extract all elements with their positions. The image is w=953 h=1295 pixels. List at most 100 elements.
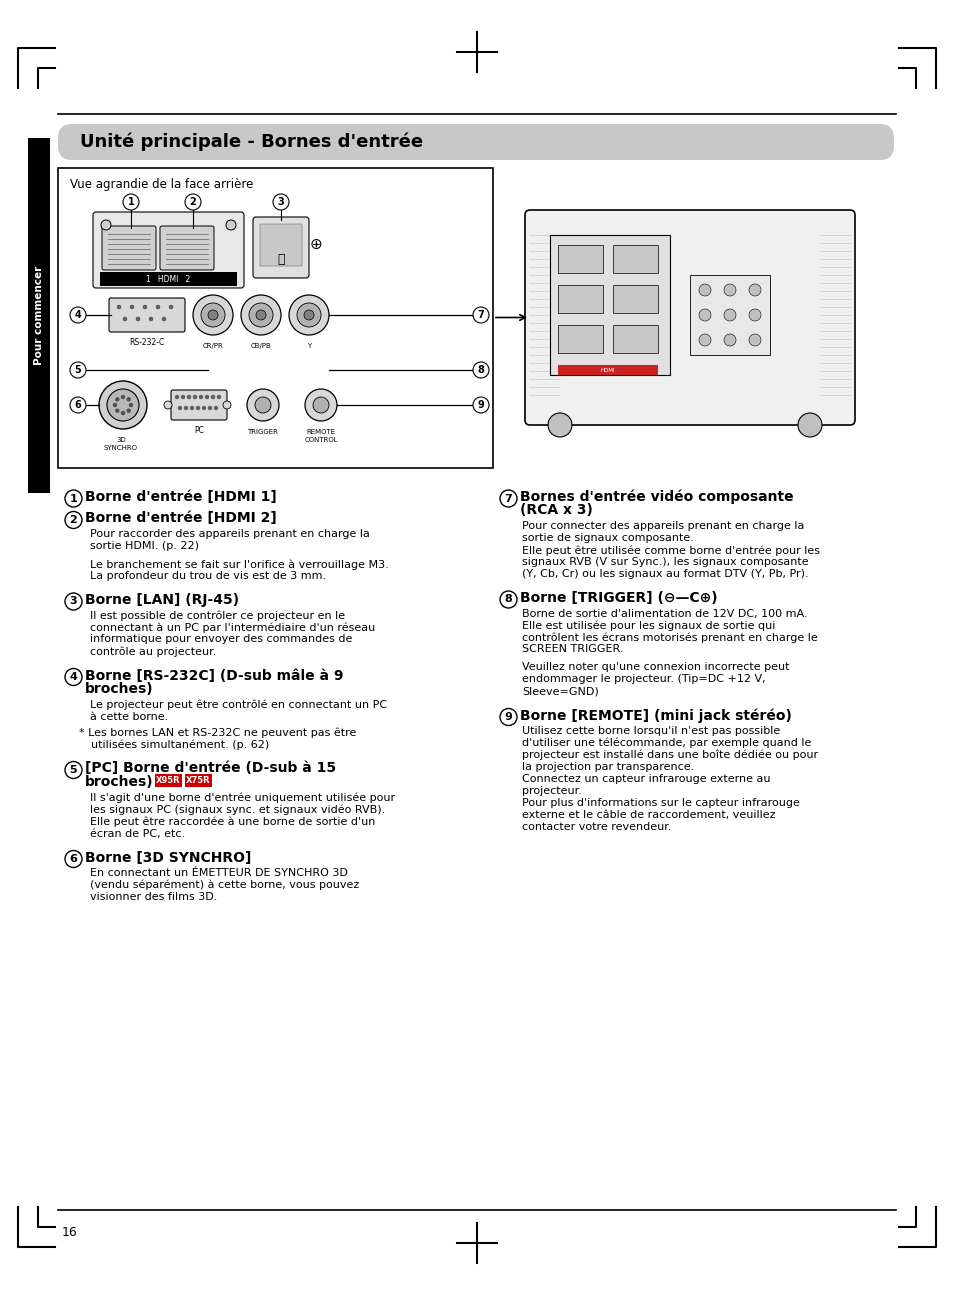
- Circle shape: [473, 363, 489, 378]
- Bar: [100, 272, 236, 286]
- Circle shape: [223, 401, 231, 409]
- Circle shape: [185, 194, 201, 210]
- Text: (Y, Cb, Cr) ou les signaux au format DTV (Y, Pb, Pr).: (Y, Cb, Cr) ou les signaux au format DTV…: [521, 569, 808, 579]
- Text: 3: 3: [277, 197, 284, 207]
- Circle shape: [70, 398, 86, 413]
- Text: 2: 2: [190, 197, 196, 207]
- Text: Unité principale - Bornes d'entrée: Unité principale - Bornes d'entrée: [80, 133, 423, 152]
- Text: CONTROL: CONTROL: [304, 436, 337, 443]
- Text: projecteur est installé dans une boîte dédiée ou pour: projecteur est installé dans une boîte d…: [521, 750, 818, 760]
- Text: projecteur.: projecteur.: [521, 786, 581, 796]
- Text: Elle peut être raccordée à une borne de sortie d'un: Elle peut être raccordée à une borne de …: [90, 817, 375, 828]
- Circle shape: [127, 398, 130, 401]
- FancyBboxPatch shape: [160, 227, 213, 269]
- Bar: [613, 245, 658, 273]
- Bar: [558, 365, 658, 376]
- Circle shape: [304, 310, 314, 320]
- FancyBboxPatch shape: [260, 224, 302, 265]
- Text: 8: 8: [504, 594, 512, 605]
- Text: visionner des films 3D.: visionner des films 3D.: [90, 892, 217, 903]
- Circle shape: [699, 334, 710, 346]
- Text: 6: 6: [70, 853, 77, 864]
- Circle shape: [797, 413, 821, 436]
- Text: 1: 1: [70, 493, 77, 504]
- Text: Borne d'entrée [HDMI 2]: Borne d'entrée [HDMI 2]: [85, 512, 276, 526]
- Bar: [558, 285, 602, 313]
- Text: Pour raccorder des appareils prenant en charge la: Pour raccorder des appareils prenant en …: [90, 528, 370, 539]
- Text: SYNCHRO: SYNCHRO: [104, 445, 138, 451]
- Text: contacter votre revendeur.: contacter votre revendeur.: [521, 822, 671, 831]
- FancyBboxPatch shape: [92, 212, 244, 287]
- Circle shape: [65, 851, 82, 868]
- Text: [PC] Borne d'entrée (D-sub à 15: [PC] Borne d'entrée (D-sub à 15: [85, 761, 335, 776]
- Circle shape: [196, 407, 199, 409]
- Circle shape: [121, 395, 125, 399]
- Text: Y: Y: [307, 343, 311, 348]
- Circle shape: [499, 708, 517, 725]
- Text: 3D: 3D: [116, 436, 126, 443]
- Circle shape: [212, 395, 214, 399]
- Circle shape: [723, 334, 735, 346]
- FancyBboxPatch shape: [154, 774, 182, 787]
- Text: ⊕: ⊕: [310, 237, 322, 253]
- Text: informatique pour envoyer des commandes de: informatique pour envoyer des commandes …: [90, 635, 352, 645]
- Circle shape: [130, 404, 132, 407]
- Text: 8: 8: [477, 365, 484, 376]
- Text: connectant à un PC par l'intermédiaire d'un réseau: connectant à un PC par l'intermédiaire d…: [90, 623, 375, 633]
- Circle shape: [296, 303, 320, 328]
- Text: 1: 1: [128, 197, 134, 207]
- Text: 2: 2: [70, 515, 77, 524]
- Circle shape: [313, 398, 329, 413]
- Circle shape: [699, 310, 710, 321]
- Circle shape: [723, 284, 735, 297]
- Text: broches): broches): [85, 774, 153, 789]
- Circle shape: [107, 388, 139, 421]
- FancyBboxPatch shape: [171, 390, 227, 420]
- Text: utilisées simultanément. (p. 62): utilisées simultanément. (p. 62): [84, 739, 269, 750]
- Text: 9: 9: [504, 712, 512, 723]
- Circle shape: [123, 194, 139, 210]
- Text: Borne [TRIGGER] (⊖—C⊕): Borne [TRIGGER] (⊖—C⊕): [519, 591, 717, 605]
- Text: 4: 4: [74, 310, 81, 320]
- Circle shape: [130, 306, 133, 310]
- FancyBboxPatch shape: [524, 210, 854, 425]
- Circle shape: [217, 395, 220, 399]
- Circle shape: [202, 407, 205, 409]
- Circle shape: [70, 307, 86, 322]
- Text: Le branchement se fait sur l'orifice à verrouillage M3.: Le branchement se fait sur l'orifice à v…: [90, 559, 388, 570]
- Circle shape: [547, 413, 572, 436]
- Text: X75R: X75R: [186, 776, 211, 785]
- Bar: [28, 139, 50, 493]
- Text: Bornes d'entrée vidéo composante: Bornes d'entrée vidéo composante: [519, 490, 793, 505]
- Circle shape: [65, 761, 82, 778]
- Text: 9: 9: [477, 400, 484, 411]
- Circle shape: [65, 593, 82, 610]
- Text: CB/PB: CB/PB: [251, 343, 271, 348]
- Text: REMOTE: REMOTE: [306, 429, 335, 435]
- Text: endommager le projecteur. (Tip=DC +12 V,: endommager le projecteur. (Tip=DC +12 V,: [521, 675, 765, 685]
- Circle shape: [143, 306, 147, 310]
- Text: HDMI: HDMI: [600, 368, 615, 373]
- Bar: [58, 168, 493, 467]
- Text: 5: 5: [74, 365, 81, 376]
- Text: Borne [3D SYNCHRO]: Borne [3D SYNCHRO]: [85, 851, 251, 865]
- Text: 4: 4: [70, 672, 77, 682]
- Text: Le projecteur peut être contrôlé en connectant un PC: Le projecteur peut être contrôlé en conn…: [90, 699, 387, 710]
- Circle shape: [127, 409, 130, 412]
- Circle shape: [241, 295, 281, 335]
- Circle shape: [191, 407, 193, 409]
- Text: La profondeur du trou de vis est de 3 mm.: La profondeur du trou de vis est de 3 mm…: [90, 571, 326, 581]
- Text: les signaux PC (signaux sync. et signaux vidéo RVB).: les signaux PC (signaux sync. et signaux…: [90, 804, 385, 815]
- Circle shape: [289, 295, 329, 335]
- Circle shape: [499, 591, 517, 607]
- Circle shape: [117, 306, 121, 310]
- Circle shape: [175, 395, 178, 399]
- Circle shape: [473, 307, 489, 322]
- Text: sortie de signaux composante.: sortie de signaux composante.: [521, 534, 693, 543]
- Circle shape: [101, 220, 111, 231]
- Circle shape: [255, 310, 266, 320]
- Text: En connectant un ÉMETTEUR DE SYNCHRO 3D: En connectant un ÉMETTEUR DE SYNCHRO 3D: [90, 868, 348, 878]
- Text: 品: 品: [277, 253, 284, 265]
- Circle shape: [123, 317, 127, 321]
- Bar: [550, 234, 669, 376]
